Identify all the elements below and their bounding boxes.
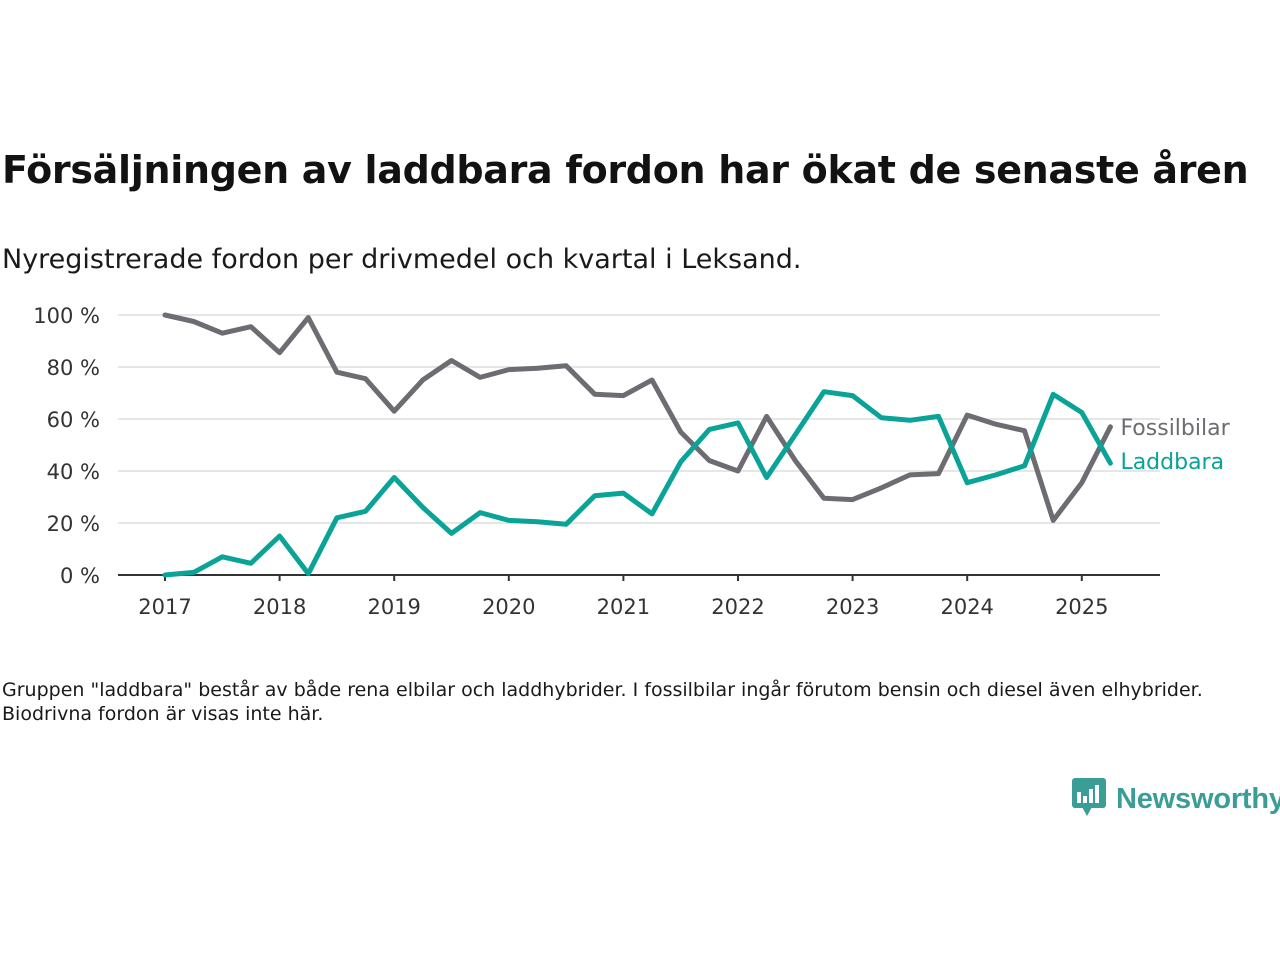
grid-lines — [118, 314, 1160, 524]
x-tick-label: 2021 — [597, 595, 650, 619]
x-tick-label: 2022 — [711, 595, 764, 619]
x-tick-label: 2023 — [826, 595, 879, 619]
chart-title: Försäljningen av laddbara fordon har öka… — [2, 148, 1249, 192]
y-tick-label: 60 % — [47, 408, 100, 432]
brand-logo[interactable]: Newsworthy — [1072, 776, 1280, 822]
footnote: Gruppen "laddbara" består av både rena e… — [2, 679, 1203, 725]
x-tick-label: 2019 — [367, 595, 420, 619]
x-axis-ticks: 2017 2018 2019 2020 2021 2022 2023 2024 2025 — [138, 575, 1109, 619]
newsworthy-logo-icon — [1072, 776, 1108, 822]
series-lines — [162, 312, 1113, 578]
x-tick-label: 2018 — [253, 595, 306, 619]
y-tick-label: 100 % — [33, 304, 100, 328]
y-axis-ticks: 0 % 20 % 40 % 60 % 80 % 100 % — [33, 304, 100, 588]
series-labels: Fossilbilar Laddbara — [1120, 416, 1230, 475]
series-label-laddbara: Laddbara — [1120, 450, 1224, 475]
y-tick-label: 0 % — [60, 564, 100, 588]
line-chart: 0 % 20 % 40 % 60 % 80 % 100 % 2017 2018 2019 202… — [33, 304, 1230, 619]
y-tick-label: 80 % — [47, 356, 100, 380]
series-label-fossilbilar: Fossilbilar — [1120, 416, 1230, 441]
x-tick-label: 2020 — [482, 595, 535, 619]
x-tick-label: 2025 — [1055, 595, 1108, 619]
y-tick-label: 20 % — [47, 512, 100, 536]
chart-subtitle: Nyregistrerade fordon per drivmedel och … — [2, 244, 802, 275]
x-tick-label: 2017 — [138, 595, 191, 619]
series-line-laddbara — [162, 389, 1113, 578]
x-tick-label: 2024 — [940, 595, 993, 619]
brand-name: Newsworthy — [1116, 782, 1280, 815]
series-line-fossilbilar — [162, 312, 1113, 523]
y-tick-label: 40 % — [47, 460, 100, 484]
